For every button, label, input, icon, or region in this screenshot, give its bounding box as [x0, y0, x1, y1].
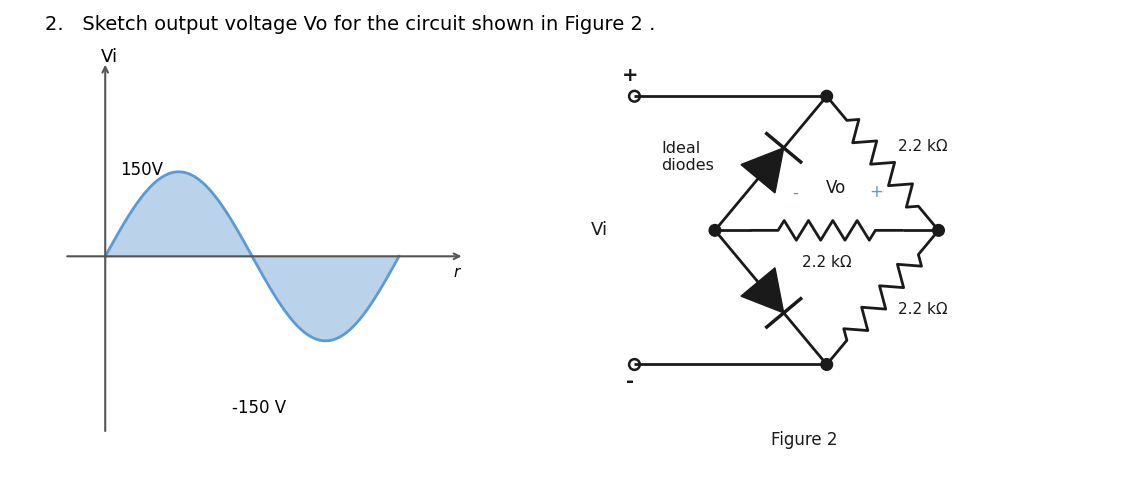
Text: r: r — [453, 265, 459, 280]
Polygon shape — [741, 148, 784, 193]
Text: +: + — [868, 183, 883, 201]
Text: -: - — [792, 183, 799, 201]
Text: 2.2 kΩ: 2.2 kΩ — [898, 302, 948, 317]
Text: Figure 2: Figure 2 — [771, 432, 838, 450]
Polygon shape — [741, 268, 784, 313]
Circle shape — [933, 225, 944, 236]
Text: 150V: 150V — [120, 160, 163, 178]
Text: +: + — [622, 66, 638, 85]
Circle shape — [821, 90, 832, 102]
Text: Ideal
diodes: Ideal diodes — [662, 141, 714, 174]
Text: 2.   Sketch output voltage Vo for the circuit shown in Figure 2 .: 2. Sketch output voltage Vo for the circ… — [45, 15, 656, 34]
Text: 2.2 kΩ: 2.2 kΩ — [802, 255, 852, 270]
Text: -: - — [626, 372, 634, 391]
Text: Vi: Vi — [101, 48, 118, 66]
Text: 2.2 kΩ: 2.2 kΩ — [898, 139, 948, 155]
Text: Vi: Vi — [591, 221, 608, 240]
Circle shape — [709, 225, 721, 236]
Text: Vo: Vo — [826, 179, 846, 197]
Text: -150 V: -150 V — [232, 399, 286, 417]
Circle shape — [821, 359, 832, 370]
